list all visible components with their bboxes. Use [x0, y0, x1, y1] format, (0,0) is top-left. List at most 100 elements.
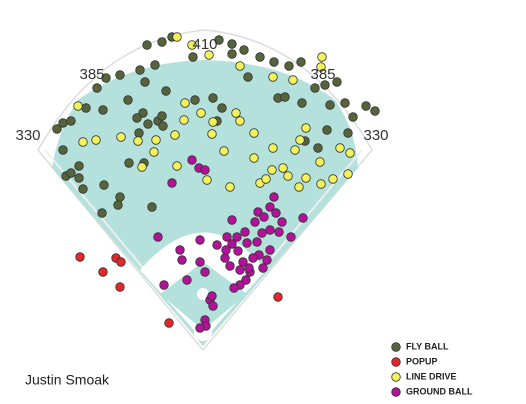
hit-point	[208, 117, 218, 127]
hit-point	[273, 292, 283, 302]
hit-point	[98, 105, 108, 115]
hit-point	[278, 163, 288, 173]
hit-point	[133, 136, 143, 146]
hit-point	[242, 238, 252, 248]
hit-point	[328, 174, 338, 184]
hit-point	[135, 65, 145, 75]
hit-point	[227, 49, 237, 59]
hit-point	[317, 52, 327, 62]
hit-point	[74, 173, 84, 183]
hit-point	[214, 35, 224, 45]
hit-point	[283, 171, 293, 181]
hit-point	[195, 323, 205, 333]
hit-point	[138, 108, 148, 118]
hit-point	[115, 282, 125, 292]
hit-point	[238, 257, 248, 267]
hit-point	[239, 45, 249, 55]
hit-point	[52, 124, 62, 134]
hit-point	[370, 106, 380, 116]
hit-point	[261, 174, 271, 184]
hit-point	[295, 135, 305, 145]
hit-point	[202, 175, 212, 185]
hit-point	[97, 208, 107, 218]
hit-point	[78, 137, 88, 147]
player-name: Justin Smoak	[25, 372, 110, 388]
hit-point	[343, 128, 353, 138]
hit-point	[249, 128, 259, 138]
legend-marker	[391, 342, 401, 352]
hit-point	[296, 57, 306, 67]
hit-point	[274, 227, 284, 237]
hit-point	[143, 119, 153, 129]
distance-label: 385	[79, 66, 104, 83]
hit-point	[332, 77, 342, 87]
hit-point	[225, 182, 235, 192]
hit-point	[294, 182, 304, 192]
distance-label: 385	[310, 66, 335, 83]
hit-point	[75, 252, 85, 262]
hit-point	[310, 83, 320, 93]
hit-point	[255, 52, 265, 62]
hit-point	[227, 239, 237, 249]
hit-point	[113, 200, 123, 210]
hit-point	[286, 232, 296, 242]
hit-point	[227, 215, 237, 225]
legend-label: POPUP	[406, 356, 438, 366]
hit-point	[288, 75, 298, 85]
hit-point	[195, 257, 205, 267]
hit-point	[217, 103, 227, 113]
hit-point	[159, 280, 169, 290]
hit-point	[244, 263, 254, 273]
hit-point	[267, 165, 277, 175]
hit-point	[200, 267, 210, 277]
hit-point	[66, 116, 76, 126]
hit-point	[124, 158, 134, 168]
outer-wall	[37, 29, 373, 352]
legend-marker	[391, 357, 401, 367]
hit-point	[340, 98, 350, 108]
field	[37, 29, 373, 352]
hit-point	[175, 245, 185, 255]
hit-point	[301, 123, 311, 133]
hit-point	[153, 232, 163, 242]
hit-point	[73, 101, 83, 111]
hit-point	[316, 179, 326, 189]
hit-point	[179, 115, 189, 125]
hit-point	[140, 77, 150, 87]
hit-point	[134, 128, 144, 138]
hit-point	[235, 61, 245, 71]
hit-point	[190, 95, 200, 105]
legend-label: LINE DRIVE	[406, 371, 457, 381]
hit-point	[280, 92, 290, 102]
hit-point	[277, 217, 287, 227]
hit-point	[172, 32, 182, 42]
hit-point	[180, 98, 190, 108]
hit-point	[151, 135, 161, 145]
hit-point	[243, 72, 253, 82]
hit-point	[265, 245, 275, 255]
legend-marker	[391, 372, 401, 382]
legend-marker	[391, 387, 401, 397]
hit-point	[132, 113, 142, 123]
hit-point	[231, 108, 241, 118]
hit-point	[265, 225, 275, 235]
hit-point	[99, 180, 109, 190]
hit-point	[200, 165, 210, 175]
legend-label: GROUND BALL	[406, 386, 473, 396]
mound	[197, 288, 209, 300]
hit-point	[220, 253, 230, 263]
hit-point	[322, 125, 332, 135]
hit-point	[284, 61, 294, 71]
hit-point	[221, 245, 231, 255]
hit-point	[253, 207, 263, 217]
distance-label: 410	[192, 36, 217, 53]
hit-point	[316, 62, 326, 72]
hit-point	[187, 155, 197, 165]
hit-point	[250, 217, 260, 227]
hit-point	[58, 145, 68, 155]
grass	[52, 60, 358, 346]
hit-point	[182, 275, 192, 285]
hit-point	[157, 111, 167, 121]
hit-point	[298, 213, 308, 223]
